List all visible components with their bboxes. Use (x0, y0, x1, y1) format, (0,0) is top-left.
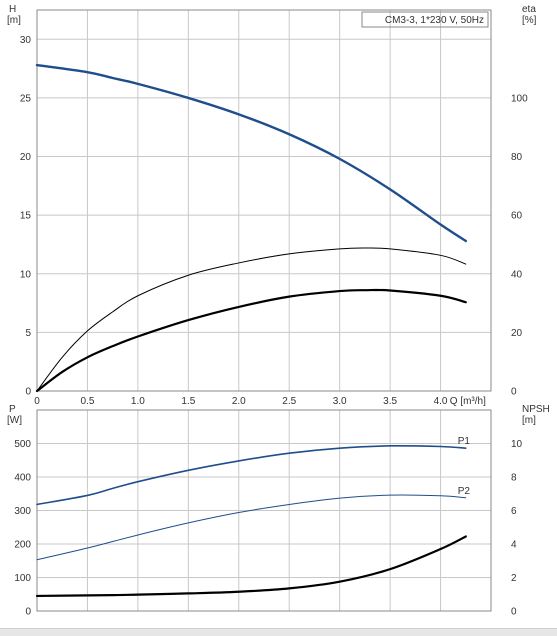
top-left-tick-label: 5 (25, 328, 31, 339)
bottom-right-axis-label: NPSH (522, 404, 550, 415)
top-right-tick-label: 80 (511, 152, 523, 163)
top-x-tick-label: 3.0 (333, 396, 347, 407)
top-left-axis-label: H (9, 4, 16, 15)
top-right-tick-label: 0 (511, 387, 517, 398)
top-x-tick-label: 2.5 (282, 396, 296, 407)
bottom-right-tick-label: 0 (511, 607, 517, 618)
top-x-tick-label: 1.0 (131, 396, 145, 407)
top-title-box (361, 11, 489, 28)
bottom-series-label-p1: P1 (458, 436, 471, 447)
bottom-plot-frame (36, 409, 492, 612)
bottom-series-label-p2: P2 (458, 486, 471, 497)
bottom-right-tick-label: 2 (511, 573, 517, 584)
top-x-tick-label: 4.0 (434, 396, 448, 407)
top-left-tick-label: 30 (20, 35, 32, 46)
top-series-curve-2 (35, 288, 467, 393)
top-chart-title: CM3-3, 1*230 V, 50Hz (385, 15, 484, 26)
bottom-left-tick-label: 300 (14, 506, 31, 517)
top-left-tick-label: 20 (20, 152, 32, 163)
top-left-tick-label: 15 (20, 211, 32, 222)
bottom-right-tick-label: 10 (511, 439, 523, 450)
top-left-tick-label: 0 (25, 387, 31, 398)
window-footer-strip (0, 628, 557, 636)
top-x-tick-label: 1.5 (181, 396, 195, 407)
top-right-axis-label: eta (522, 4, 536, 15)
bottom-right-tick-label: 4 (511, 540, 517, 551)
top-plot-frame (36, 9, 492, 392)
bottom-left-axis-label: P (9, 404, 16, 415)
top-right-tick-label: 100 (511, 93, 528, 104)
bottom-left-tick-label: 400 (14, 473, 31, 484)
top-left-tick-label: 10 (20, 269, 32, 280)
bottom-left-tick-label: 200 (14, 540, 31, 551)
top-series-curve-0 (35, 63, 467, 243)
top-right-axis-unit: [%] (522, 15, 537, 26)
bottom-left-axis-unit: [W] (7, 415, 22, 426)
top-right-tick-label: 20 (511, 328, 523, 339)
bottom-right-tick-label: 6 (511, 506, 517, 517)
bottom-series-curve-2 (35, 535, 467, 598)
top-left-axis-unit: [m] (7, 15, 21, 26)
bottom-series-p1 (36, 444, 467, 506)
top-left-tick-label: 25 (20, 93, 32, 104)
top-right-tick-label: 60 (511, 211, 523, 222)
bottom-right-tick-label: 8 (511, 473, 517, 484)
top-plot-background (37, 10, 491, 391)
bottom-right-axis-unit: [m] (522, 415, 536, 426)
bottom-series-p2 (36, 494, 467, 561)
top-x-tick-label: 0 (34, 396, 40, 407)
top-series-curve-1 (36, 247, 467, 392)
top-x-axis-label: Q [m³/h] (450, 396, 486, 407)
top-x-tick-label: 3.5 (383, 396, 397, 407)
top-x-tick-label: 2.0 (232, 396, 246, 407)
top-right-tick-label: 40 (511, 269, 523, 280)
bottom-left-tick-label: 0 (25, 607, 31, 618)
top-x-tick-label: 0.5 (80, 396, 94, 407)
bottom-left-tick-label: 500 (14, 439, 31, 450)
bottom-left-tick-label: 100 (14, 573, 31, 584)
